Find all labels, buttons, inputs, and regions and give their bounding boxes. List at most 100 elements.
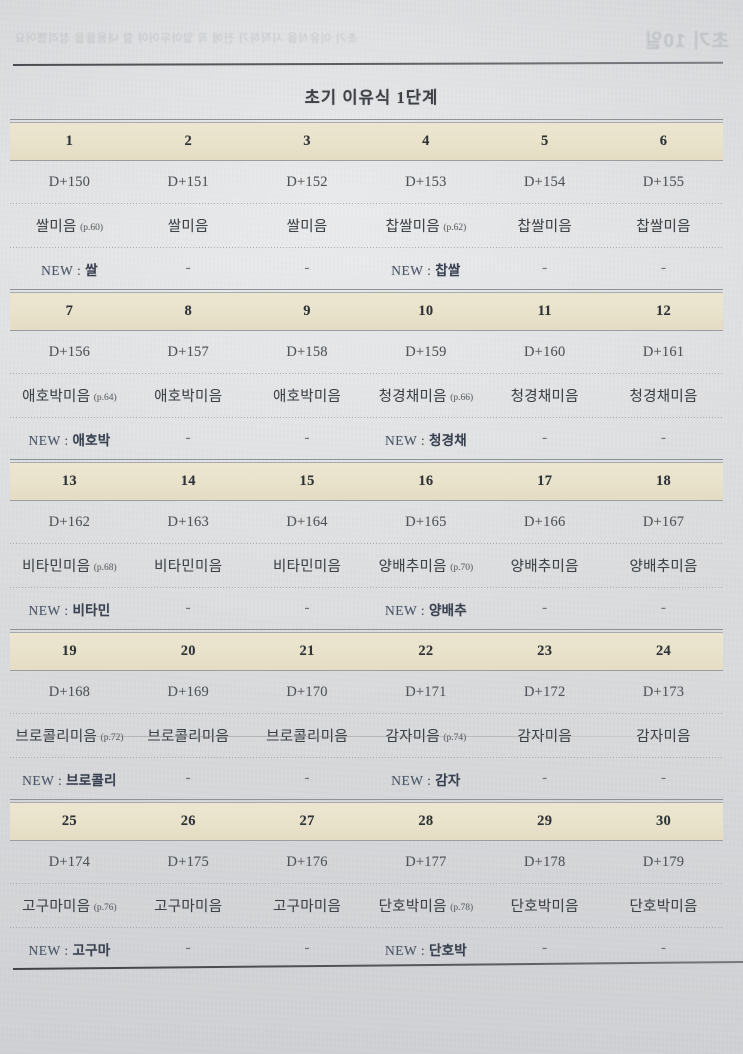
food-cell: 쌀미음 (129, 215, 248, 236)
food-cell: 비타민미음 (p.68) (10, 555, 129, 576)
food-cell: 청경채미음 (604, 385, 723, 406)
day-number-cell: 25 (61, 813, 77, 829)
new-ingredient-cell: NEW : 애호박 (10, 429, 129, 449)
food-cell: 애호박미음 (p.64) (10, 385, 129, 406)
new-separator: : (423, 262, 436, 278)
day-count-row: D+174 D+175 D+176 D+177 D+178 D+179 (10, 841, 723, 883)
day-count-cell: D+150 (48, 173, 91, 190)
schedule-block: 19 20 21 22 23 24 D+168 D+169 D+170 D+171 D+172 D+1… (10, 629, 723, 799)
food-name: 쌀미음 (167, 219, 209, 235)
day-number-cell: 10 (418, 303, 434, 319)
food-cell: 감자미음 (485, 725, 604, 746)
food-page-reference: (p.64) (91, 393, 117, 404)
empty-cell-dash: - (660, 770, 667, 786)
food-name: 양배추미음 (510, 559, 579, 575)
feeding-schedule-table: 1 2 3 4 5 6 D+150 D+151 D+152 D+153 D+154 D+155 쌀미음 … (10, 119, 723, 969)
day-number-cell: 16 (418, 473, 434, 489)
new-separator: : (60, 602, 73, 618)
new-ingredient-row: NEW : 비타민 - - NEW : 양배추 - - (10, 588, 723, 629)
new-separator: : (60, 432, 73, 448)
day-number-cell: 29 (537, 813, 553, 829)
new-ingredient-name: 애호박 (72, 432, 111, 448)
new-ingredient-name: 감자 (435, 772, 461, 788)
day-count-cell: D+168 (48, 683, 91, 700)
food-name: 브로콜리미음 (15, 729, 98, 745)
food-cell: 브로콜리미음 (248, 725, 367, 746)
day-count-cell: D+166 (524, 513, 566, 530)
empty-cell-dash: - (304, 260, 310, 276)
new-separator: : (54, 772, 67, 788)
day-count-cell: D+164 (286, 513, 328, 530)
food-name: 비타민미음 (22, 559, 91, 575)
food-row: 고구마미음 (p.76) 고구마미음 고구마미음 단호박미음 (p.78) 단호박미음 단… (10, 884, 723, 927)
new-ingredient-name: 비타민 (72, 602, 111, 618)
food-cell: 청경채미음 (485, 385, 604, 406)
food-cell: 비타민미음 (248, 555, 367, 576)
new-label: NEW (28, 942, 61, 958)
new-ingredient-name: 고구마 (72, 942, 111, 958)
day-count-cell: D+171 (405, 683, 447, 700)
food-row: 애호박미음 (p.64) 애호박미음 애호박미음 청경채미음 (p.66) 청경채미음 청… (10, 374, 723, 417)
new-ingredient-row: NEW : 애호박 - - NEW : 청경채 - - (10, 418, 723, 459)
new-separator: : (416, 602, 429, 618)
day-number-cell: 7 (65, 303, 74, 319)
empty-cell-dash: - (542, 600, 548, 616)
dotted-separator (10, 587, 723, 588)
new-label: NEW (384, 602, 417, 618)
band-top-rule (10, 119, 723, 123)
empty-cell-dash: - (660, 600, 667, 616)
new-ingredient-name: 단호박 (428, 942, 467, 958)
dotted-separator (10, 247, 723, 248)
new-label: NEW (22, 772, 55, 788)
day-count-cell: D+162 (48, 513, 91, 530)
food-name: 감자미음 (636, 729, 691, 745)
food-cell: 단호박미음 (485, 895, 604, 916)
food-row: 쌀미음 (p.60) 쌀미음 쌀미음 찹쌀미음 (p.62) 찹쌀미음 찹쌀미음 (10, 204, 723, 247)
day-count-cell: D+165 (405, 513, 447, 530)
day-count-row: D+156 D+157 D+158 D+159 D+160 D+161 (10, 331, 723, 373)
food-page-reference: (p.66) (447, 393, 474, 404)
food-name: 비타민미음 (154, 559, 223, 575)
day-count-cell: D+179 (642, 853, 685, 870)
day-count-cell: D+152 (286, 173, 328, 190)
empty-cell-dash: - (542, 430, 548, 446)
new-ingredient-row: NEW : 브로콜리 - - NEW : 감자 - - (10, 758, 723, 799)
dotted-separator (10, 927, 723, 928)
day-count-cell: D+160 (524, 343, 566, 360)
food-cell: 브로콜리미음 (129, 725, 248, 746)
new-ingredient-cell: NEW : 감자 (366, 769, 485, 789)
day-number-cell: 28 (418, 813, 434, 829)
food-page-reference: (p.62) (441, 223, 467, 234)
dotted-separator (10, 757, 723, 758)
band-top-rule (10, 289, 723, 293)
food-name: 단호박미음 (510, 899, 579, 915)
food-page-reference: (p.72) (98, 733, 124, 744)
new-separator: : (416, 432, 429, 448)
day-number-cell: 27 (299, 813, 315, 829)
day-number-cell: 8 (184, 303, 193, 319)
new-ingredient-cell: NEW : 브로콜리 (10, 769, 129, 789)
day-number-band: 7 8 9 10 11 12 (10, 293, 723, 331)
day-number-cell: 12 (656, 303, 672, 319)
day-number-cell: 24 (656, 643, 672, 659)
food-cell: 찹쌀미음 (485, 215, 604, 236)
new-ingredient-name: 쌀 (85, 262, 98, 278)
new-label: NEW (384, 432, 417, 448)
day-count-cell: D+177 (405, 853, 447, 870)
food-page-reference: (p.68) (91, 563, 117, 574)
day-count-cell: D+170 (286, 683, 328, 700)
day-number-band: 13 14 15 16 17 18 (10, 463, 723, 501)
day-count-cell: D+178 (524, 853, 566, 870)
day-number-cell: 20 (180, 643, 196, 659)
food-name: 양배추미음 (378, 559, 447, 575)
day-number-cell: 21 (299, 643, 315, 659)
food-name: 브로콜리미음 (147, 729, 230, 745)
food-page-reference: (p.78) (447, 903, 474, 914)
day-number-cell: 26 (180, 813, 196, 829)
new-ingredient-row: NEW : 고구마 - - NEW : 단호박 - - (10, 928, 723, 969)
day-count-row: D+162 D+163 D+164 D+165 D+166 D+167 (10, 501, 723, 543)
food-page-reference: (p.74) (441, 733, 467, 744)
day-number-band: 25 26 27 28 29 30 (10, 803, 723, 841)
food-row: 브로콜리미음 (p.72) 브로콜리미음 브로콜리미음 감자미음 (p.74) 감자미음… (10, 714, 723, 757)
day-count-cell: D+151 (167, 173, 209, 190)
